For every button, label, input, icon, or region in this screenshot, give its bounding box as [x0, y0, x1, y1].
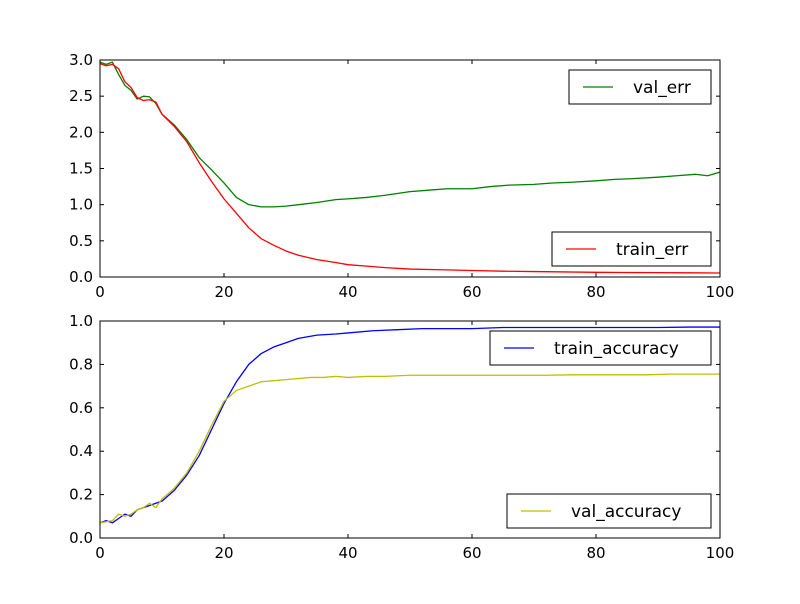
legend-label: train_err: [616, 240, 688, 260]
legend-val_err: val_err: [568, 69, 712, 105]
legend-label: val_accuracy: [571, 502, 681, 522]
series-line-val_err: [99, 61, 721, 208]
plot-frame: [99, 320, 721, 539]
series-line-val_accuracy: [99, 373, 720, 524]
y-tick-label: 0.2: [69, 486, 93, 504]
x-tick-label: 0: [95, 544, 105, 562]
y-tick-label: 0.4: [69, 442, 93, 460]
x-tick-label: 80: [586, 544, 605, 562]
x-tick-label: 40: [338, 283, 357, 301]
y-tick-label: 1.5: [69, 160, 93, 178]
legend-train_err: train_err: [551, 231, 712, 267]
x-tick-label: 100: [706, 283, 735, 301]
x-tick-label: 60: [462, 544, 481, 562]
y-tick-label: 0.5: [69, 232, 93, 250]
legend-train_accuracy: train_accuracy: [489, 330, 712, 366]
y-tick-label: 0.0: [69, 268, 93, 286]
legend-box: [551, 231, 712, 267]
legend-label: val_err: [633, 78, 691, 98]
x-tick-label: 40: [338, 544, 357, 562]
x-tick-label: 80: [586, 283, 605, 301]
y-tick-label: 1.0: [69, 196, 93, 214]
x-tick-label: 0: [95, 283, 105, 301]
subplot-1: 0 20 40 60 80 100 0.0 0.5 1.0 1.5 2.0 2.5 3.0 val_err…: [69, 51, 734, 301]
x-tick-label: 20: [214, 283, 233, 301]
y-tick-label: 2.5: [69, 87, 93, 105]
x-tick-label: 60: [462, 283, 481, 301]
x-tick-label: 100: [706, 544, 735, 562]
y-tick-label: 0.8: [69, 355, 93, 373]
legend-val_accuracy: val_accuracy: [506, 493, 712, 529]
y-tick-label: 0.6: [69, 399, 93, 417]
series-line-train_err: [99, 63, 721, 274]
y-tick-label: 1.0: [69, 312, 93, 330]
legend-label: train_accuracy: [554, 339, 679, 359]
x-tick-label: 20: [214, 544, 233, 562]
subplot-2: 0 20 40 60 80 100 0.0 0.2 0.4 0.6 0.8 1.0 train_accu…: [69, 312, 734, 562]
y-tick-label: 2.0: [69, 123, 93, 141]
y-tick-label: 0.0: [69, 529, 93, 547]
y-tick-label: 3.0: [69, 51, 93, 69]
